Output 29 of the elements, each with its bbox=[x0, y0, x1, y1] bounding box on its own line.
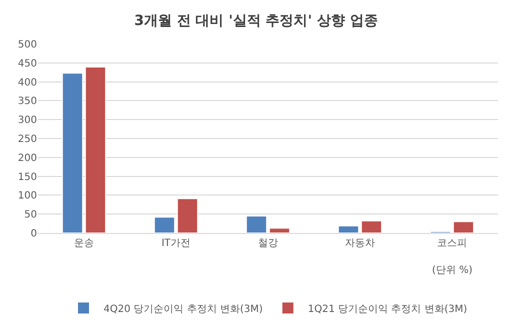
x-tick-label: 자동차 bbox=[345, 238, 375, 249]
bar bbox=[268, 228, 290, 233]
y-tick-label: 250 bbox=[18, 134, 37, 145]
bar bbox=[62, 72, 84, 233]
bar bbox=[452, 221, 474, 233]
x-tick-label: IT가전 bbox=[161, 238, 191, 249]
y-tick-label: 150 bbox=[18, 172, 37, 183]
legend-label: 1Q21 당기순이익 추정치 변화(3M) bbox=[308, 304, 468, 315]
y-tick-label: 500 bbox=[18, 40, 37, 50]
bar bbox=[246, 215, 268, 233]
y-tick-label: 350 bbox=[18, 96, 37, 108]
y-tick-label: 50 bbox=[24, 210, 37, 221]
y-tick-label: 100 bbox=[18, 190, 37, 202]
bar bbox=[84, 66, 106, 233]
x-tick-label: 운송 bbox=[74, 238, 94, 249]
x-tick-label: 코스피 bbox=[437, 238, 467, 249]
y-tick-label: 400 bbox=[18, 77, 37, 88]
y-tick-label: 200 bbox=[18, 152, 37, 164]
x-tick-label: 철강 bbox=[258, 238, 278, 249]
legend-label: 4Q20 당기순이익 추정치 변화(3M) bbox=[104, 304, 263, 315]
text: (단위 %) bbox=[432, 265, 473, 276]
bar bbox=[176, 198, 198, 233]
y-tick-label: 450 bbox=[18, 58, 37, 70]
bar bbox=[338, 225, 360, 233]
bar bbox=[360, 220, 382, 233]
bar bbox=[154, 216, 176, 233]
chart-title: 3개월 전 대비 '실적 추정치' 상향 업종 bbox=[134, 12, 378, 29]
y-tick-label: 300 bbox=[18, 115, 37, 126]
y-tick-label: 0 bbox=[30, 228, 37, 240]
